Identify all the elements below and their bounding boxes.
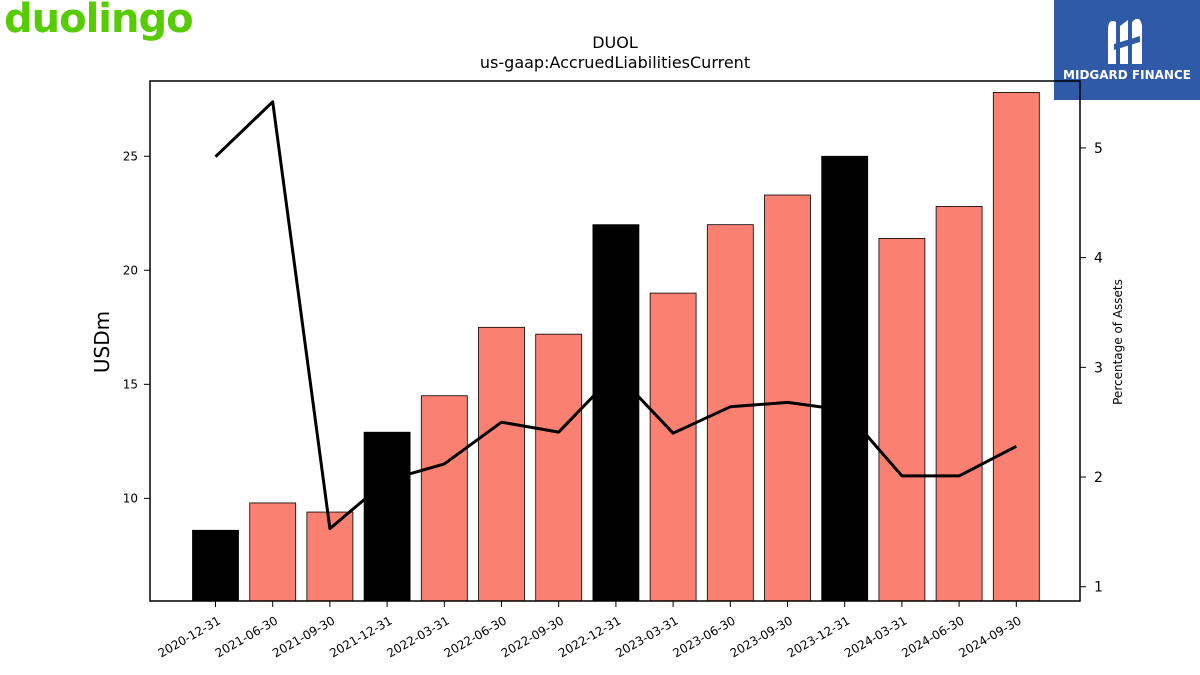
y-axis-label: USDm [90,311,114,373]
bar-2023-12-31 [821,155,869,602]
x-tick-label: 2022-06-30 [442,613,509,660]
midgard-finance-label: MIDGARD FINANCE [1063,68,1191,82]
bar-2022-03-31 [420,395,468,602]
x-tick-label: 2023-03-31 [613,613,680,660]
y-tick-label: 25 [123,149,138,163]
chart-subtitle: us-gaap:AccruedLiabilitiesCurrent [480,53,750,72]
y-tick-label: 10 [123,491,138,505]
bar-2022-12-31 [592,224,640,602]
midgard-mark-icon [1108,18,1142,64]
x-tick-label: 2024-06-30 [899,613,966,660]
x-tick-label: 2020-12-31 [156,613,223,660]
y-right-tick-label: 3 [1094,360,1103,376]
x-tick-label: 2023-09-30 [728,613,795,660]
x-tick-label: 2023-12-31 [785,613,852,660]
x-tick-label: 2022-12-31 [556,613,623,660]
y-right-tick-label: 5 [1094,141,1103,157]
x-tick-label: 2021-06-30 [213,613,280,660]
x-tick-label: 2024-09-30 [956,613,1023,660]
bar-2022-09-30 [535,333,583,602]
bar-2024-09-30 [992,92,1040,602]
bar-2021-12-31 [363,431,411,602]
plot-frame [149,80,1081,602]
bar-2023-09-30 [764,194,811,602]
bar-2023-06-30 [706,224,754,602]
y-axis-right-label: Percentage of Assets [1111,279,1125,405]
bar-2020-12-31 [192,529,239,602]
bar-2021-06-30 [249,502,297,602]
y-tick-label: 20 [123,263,138,277]
y-right-tick-label: 2 [1094,470,1103,486]
x-tick-label: 2023-06-30 [670,613,737,660]
bar-2024-06-30 [935,206,983,602]
percentage-line [214,100,1017,531]
chart-title: DUOL [592,33,638,52]
midgard-finance-logo: MIDGARD FINANCE [1054,0,1200,100]
x-tick-label: 2022-09-30 [499,613,566,660]
x-tick-label: 2024-03-31 [842,613,909,660]
x-tick-label: 2021-12-31 [327,613,394,660]
y-right-tick-label: 4 [1094,251,1103,267]
y-tick-label: 15 [123,377,138,391]
x-tick-label: 2021-09-30 [270,613,337,660]
bar-2024-03-31 [878,237,926,602]
bar-2022-06-30 [478,326,525,602]
y-right-tick-label: 1 [1094,580,1103,596]
bar-2023-03-31 [649,292,697,602]
duolingo-logo: duolingo [4,0,194,42]
x-tick-label: 2022-03-31 [384,613,451,660]
